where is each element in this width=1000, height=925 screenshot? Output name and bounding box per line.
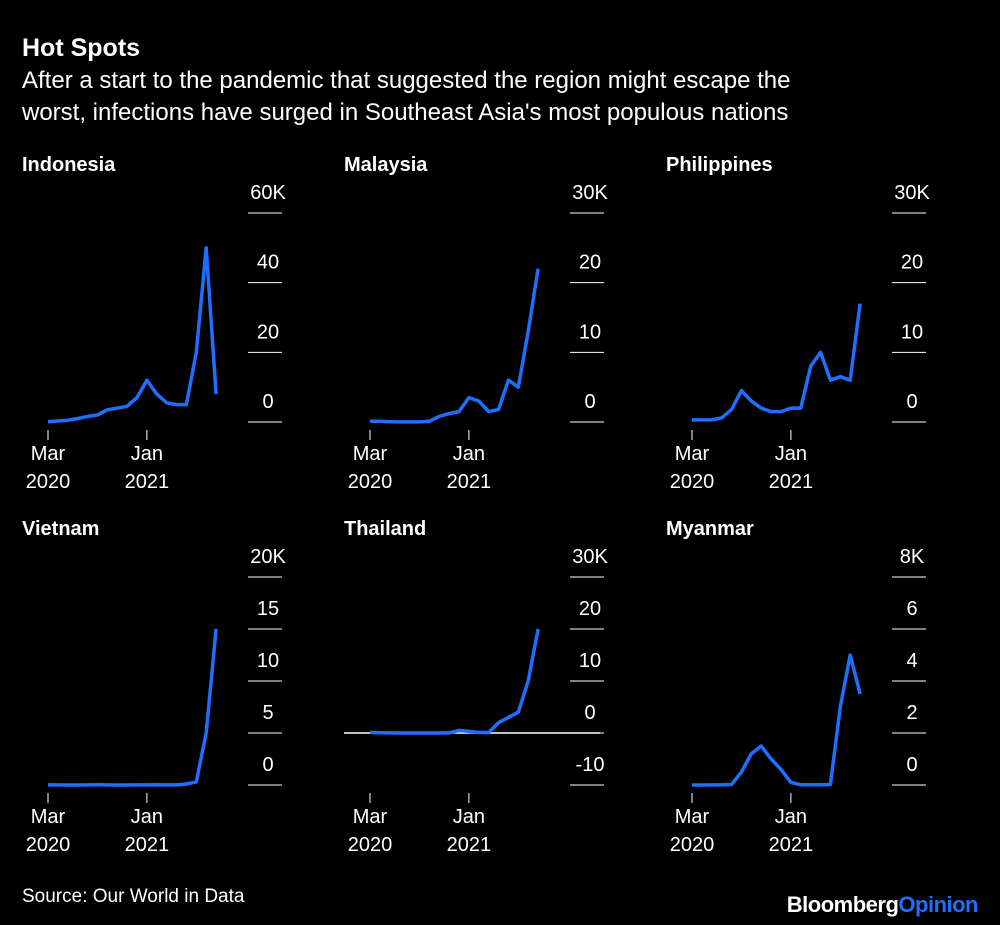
y-tick-label: 10 [579,321,601,343]
logo-opinion: Opinion [898,892,978,917]
panel-title: Indonesia [22,154,116,176]
y-tick-label: 10 [257,650,279,672]
y-tick-label: 0 [584,702,595,724]
x-tick-label-line: Mar [31,443,66,465]
y-tick-label: 0 [906,391,917,413]
y-tick-label: 5 [262,702,273,724]
y-tick-label: 30K [572,546,608,568]
logo-brand: Bloomberg [787,892,899,917]
x-tick-label-line: 2020 [348,471,393,493]
y-tick-label: 20 [579,252,601,274]
x-tick-label: Mar 2020 [26,443,71,493]
x-tick-label: Mar 2020 [670,443,715,493]
x-tick-label-line: Jan [131,806,163,828]
data-line [370,268,540,424]
title: Hot Spots [22,34,140,62]
y-tick-label: 0 [906,754,917,776]
y-tick-label: 20 [257,321,279,343]
x-tick-label-line: Jan [453,443,485,465]
x-tick-label-line: 2021 [447,471,492,493]
y-tick-label: -10 [576,754,605,776]
source: Source: Our World in Data [22,886,245,907]
panel-title: Thailand [344,518,426,540]
subtitle: worst, infections have surged in Southea… [21,99,788,126]
y-tick-label: 30K [894,182,930,204]
x-tick-label: Jan 2021 [769,443,814,493]
x-tick-label-line: Jan [131,443,163,465]
y-tick-label: 15 [257,598,279,620]
y-tick-label: 4 [906,650,917,672]
x-tick-label: Mar 2020 [670,806,715,856]
y-tick-label: 20 [901,252,923,274]
x-tick-label-line: Mar [675,443,710,465]
data-line [692,653,862,787]
x-tick-label: Jan 2021 [125,443,170,493]
y-tick-label: 0 [262,391,273,413]
y-tick-label: 60K [250,182,286,204]
x-tick-label-line: 2021 [769,834,814,856]
panel-title: Philippines [666,154,773,176]
y-tick-label: 6 [906,598,917,620]
x-tick-label-line: 2020 [348,834,393,856]
data-line [369,628,540,735]
x-tick-label-line: Jan [453,806,485,828]
x-tick-label-line: Mar [353,443,388,465]
panel-title: Vietnam [22,518,99,540]
subtitle: After a start to the pandemic that sugge… [22,67,790,94]
y-tick-label: 20K [250,546,286,568]
x-tick-label-line: Mar [353,806,388,828]
x-tick-label-line: Jan [775,443,807,465]
x-tick-label-line: 2020 [670,834,715,856]
x-tick-label: Jan 2021 [769,806,814,856]
y-tick-label: 0 [584,391,595,413]
y-tick-label: 40 [257,252,279,274]
data-line [48,628,218,787]
data-line [692,303,862,422]
x-tick-label: Jan 2021 [447,443,492,493]
x-tick-label: Jan 2021 [447,806,492,856]
y-tick-label: 10 [579,650,601,672]
x-tick-label-line: 2021 [447,834,492,856]
x-tick-label-line: Mar [31,806,66,828]
y-tick-label: 10 [901,321,923,343]
x-tick-label-line: Jan [775,806,807,828]
panel-title: Malaysia [344,154,428,176]
data-line [47,246,218,424]
x-tick-label-line: Mar [675,806,710,828]
y-tick-label: 8K [900,546,925,568]
x-tick-label: Jan 2021 [125,806,170,856]
y-tick-label: 0 [262,754,273,776]
x-tick-label-line: 2020 [670,471,715,493]
x-tick-label-line: 2021 [125,471,170,493]
x-tick-label-line: 2021 [125,834,170,856]
x-tick-label-line: 2021 [769,471,814,493]
x-tick-label: Mar 2020 [348,806,393,856]
x-tick-label-line: 2020 [26,471,71,493]
panel-title: Myanmar [666,518,754,540]
x-tick-label-line: 2020 [26,834,71,856]
y-tick-label: 30K [572,182,608,204]
y-tick-label: 2 [906,702,917,724]
y-tick-label: 20 [579,598,601,620]
x-tick-label: Mar 2020 [26,806,71,856]
x-tick-label: Mar 2020 [348,443,393,493]
logo: BloombergOpinion [787,892,978,917]
